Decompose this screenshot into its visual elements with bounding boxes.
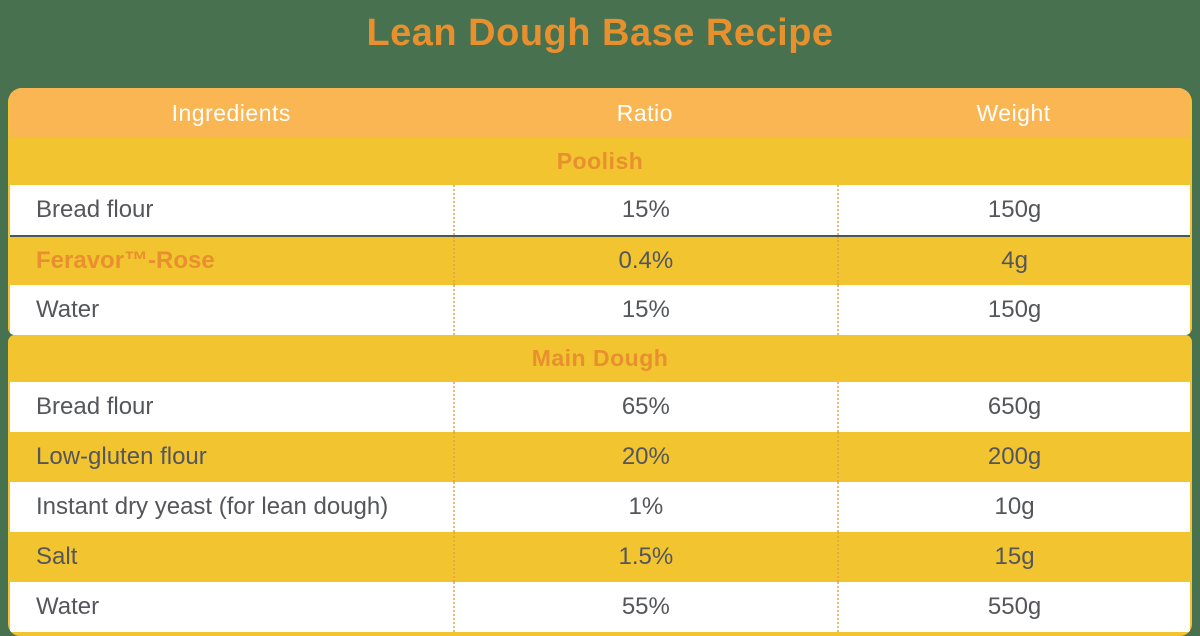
table-row: Water 15% 150g (10, 285, 1190, 335)
weight-cell: 4g (837, 237, 1190, 285)
weight-cell: 150g (837, 185, 1190, 235)
ingredient-cell: Salt (36, 543, 78, 570)
weight-cell: 10g (837, 482, 1190, 532)
recipe-table: Ingredients Ratio Weight Poolish Bread f… (8, 88, 1192, 636)
ratio-cell: 1.5% (452, 532, 838, 582)
ratio-cell: 0.4% (452, 237, 838, 285)
column-header-ratio: Ratio (616, 99, 673, 126)
column-header-ingredients: Ingredients (171, 99, 291, 126)
table-row-highlighted: Feravor™-Rose 0.4% 4g (10, 235, 1190, 285)
ratio-cell: 15% (452, 185, 838, 235)
ratio-cell: 20% (452, 432, 838, 482)
table-row: Bread flour 15% 150g (10, 185, 1190, 235)
weight-cell: 200g (837, 432, 1190, 482)
ratio-cell: 15% (452, 285, 838, 335)
ingredient-cell: Bread flour (36, 393, 154, 420)
ratio-cell: 65% (452, 382, 838, 432)
page-title: Lean Dough Base Recipe (366, 12, 834, 54)
ratio-cell: 55% (452, 582, 838, 632)
weight-cell: 15g (837, 532, 1190, 582)
table-row: Bread flour 65% 650g (10, 382, 1190, 432)
ingredient-cell: Water (36, 593, 100, 620)
main-dough-block: Main Dough Bread flour 65% 650g Low-glut… (8, 335, 1192, 636)
weight-cell: 150g (837, 285, 1190, 335)
weight-cell: 650g (837, 382, 1190, 432)
ingredient-cell: Feravor™-Rose (36, 247, 215, 274)
table-row: Salt 1.5% 15g (10, 532, 1190, 582)
ingredient-cell: Water (36, 296, 100, 323)
section-header-main-dough: Main Dough (10, 335, 1190, 382)
ingredient-cell: Low-gluten flour (36, 443, 207, 470)
column-header-weight: Weight (976, 99, 1051, 126)
section-header-poolish: Poolish (10, 138, 1190, 185)
table-row: Water 55% 550g (10, 582, 1190, 632)
table-row: Instant dry yeast (for lean dough) 1% 10… (10, 482, 1190, 532)
ratio-cell: 1% (452, 482, 838, 532)
poolish-block: Ingredients Ratio Weight Poolish Bread f… (8, 88, 1192, 335)
table-header-row: Ingredients Ratio Weight (10, 88, 1190, 138)
table-row: Low-gluten flour 20% 200g (10, 432, 1190, 482)
ingredient-cell: Instant dry yeast (for lean dough) (36, 493, 389, 520)
ingredient-cell: Bread flour (36, 196, 154, 223)
weight-cell: 550g (837, 582, 1190, 632)
